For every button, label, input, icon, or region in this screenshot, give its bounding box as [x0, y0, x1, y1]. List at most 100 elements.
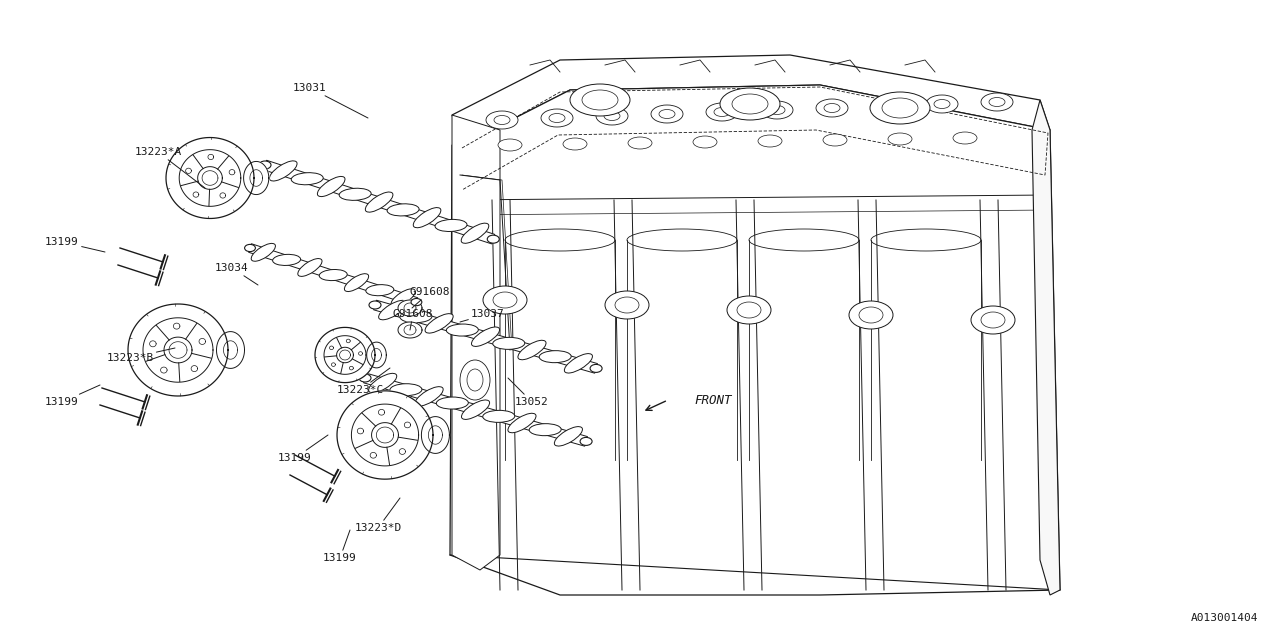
Ellipse shape — [972, 306, 1015, 334]
Ellipse shape — [824, 104, 840, 113]
Ellipse shape — [339, 188, 371, 200]
Ellipse shape — [719, 88, 780, 120]
Ellipse shape — [413, 207, 440, 228]
Ellipse shape — [486, 111, 518, 129]
Text: 13223*A: 13223*A — [134, 147, 205, 188]
Polygon shape — [366, 342, 387, 368]
Ellipse shape — [564, 354, 593, 373]
Ellipse shape — [425, 314, 453, 333]
Ellipse shape — [506, 229, 614, 251]
Polygon shape — [216, 332, 244, 369]
Ellipse shape — [762, 101, 794, 119]
Ellipse shape — [390, 384, 422, 396]
Polygon shape — [398, 300, 422, 316]
Ellipse shape — [387, 204, 419, 216]
Text: 13223*B: 13223*B — [106, 348, 175, 363]
Ellipse shape — [518, 340, 547, 360]
Ellipse shape — [980, 312, 1005, 328]
Text: 13034: 13034 — [215, 263, 259, 285]
Ellipse shape — [934, 99, 950, 109]
Ellipse shape — [436, 397, 468, 409]
Ellipse shape — [870, 229, 980, 251]
Ellipse shape — [460, 360, 490, 400]
Ellipse shape — [549, 113, 564, 122]
Ellipse shape — [580, 437, 593, 445]
Ellipse shape — [270, 161, 297, 181]
Ellipse shape — [849, 301, 893, 329]
Ellipse shape — [344, 274, 369, 292]
Ellipse shape — [399, 311, 431, 323]
Ellipse shape — [317, 177, 346, 196]
Ellipse shape — [251, 243, 275, 261]
Ellipse shape — [769, 106, 785, 115]
Polygon shape — [398, 322, 422, 338]
Ellipse shape — [447, 324, 479, 336]
Text: 13031: 13031 — [293, 83, 369, 118]
Ellipse shape — [415, 387, 443, 406]
Polygon shape — [451, 85, 1060, 595]
Ellipse shape — [605, 291, 649, 319]
Ellipse shape — [870, 92, 931, 124]
Ellipse shape — [604, 111, 620, 120]
Ellipse shape — [582, 90, 618, 110]
Polygon shape — [243, 161, 269, 195]
Ellipse shape — [369, 301, 381, 309]
Ellipse shape — [570, 84, 630, 116]
Polygon shape — [128, 304, 228, 396]
Ellipse shape — [925, 95, 957, 113]
Ellipse shape — [273, 254, 301, 266]
Text: G91608: G91608 — [410, 287, 451, 308]
Ellipse shape — [989, 97, 1005, 106]
Ellipse shape — [483, 410, 515, 422]
Ellipse shape — [870, 97, 902, 115]
Ellipse shape — [628, 137, 652, 149]
Polygon shape — [166, 138, 253, 218]
Polygon shape — [452, 115, 500, 570]
Ellipse shape — [758, 135, 782, 147]
Text: G91608: G91608 — [393, 309, 433, 330]
Ellipse shape — [379, 300, 407, 320]
Ellipse shape — [259, 161, 271, 169]
Polygon shape — [315, 328, 375, 383]
Ellipse shape — [737, 302, 762, 318]
Text: FRONT: FRONT — [694, 394, 731, 406]
Ellipse shape — [692, 136, 717, 148]
Ellipse shape — [493, 292, 517, 308]
Ellipse shape — [244, 244, 256, 252]
Ellipse shape — [462, 400, 490, 419]
Ellipse shape — [366, 285, 394, 296]
Ellipse shape — [596, 107, 628, 125]
Ellipse shape — [498, 139, 522, 151]
Polygon shape — [421, 417, 449, 453]
Polygon shape — [264, 160, 495, 244]
Ellipse shape — [859, 307, 883, 323]
Ellipse shape — [493, 337, 525, 349]
Polygon shape — [337, 391, 433, 479]
Polygon shape — [364, 373, 588, 446]
Ellipse shape — [435, 220, 467, 232]
Ellipse shape — [817, 99, 849, 117]
Ellipse shape — [539, 351, 571, 363]
Ellipse shape — [529, 424, 561, 436]
Ellipse shape — [494, 115, 509, 125]
Ellipse shape — [714, 108, 730, 116]
Ellipse shape — [879, 102, 895, 111]
Ellipse shape — [590, 364, 602, 372]
Text: 13052: 13052 — [508, 378, 549, 407]
Ellipse shape — [954, 132, 977, 144]
Polygon shape — [1032, 100, 1060, 595]
Ellipse shape — [749, 229, 859, 251]
Ellipse shape — [652, 105, 684, 123]
Ellipse shape — [471, 327, 499, 346]
Text: 13037: 13037 — [460, 309, 504, 322]
Ellipse shape — [980, 93, 1012, 111]
Ellipse shape — [554, 427, 582, 446]
Ellipse shape — [461, 223, 489, 243]
Text: 13223*C: 13223*C — [337, 368, 390, 395]
Ellipse shape — [882, 98, 918, 118]
Text: 13223*D: 13223*D — [355, 498, 402, 533]
Text: 13199: 13199 — [45, 237, 105, 252]
Ellipse shape — [411, 298, 422, 306]
Ellipse shape — [292, 173, 324, 185]
Ellipse shape — [298, 259, 323, 276]
